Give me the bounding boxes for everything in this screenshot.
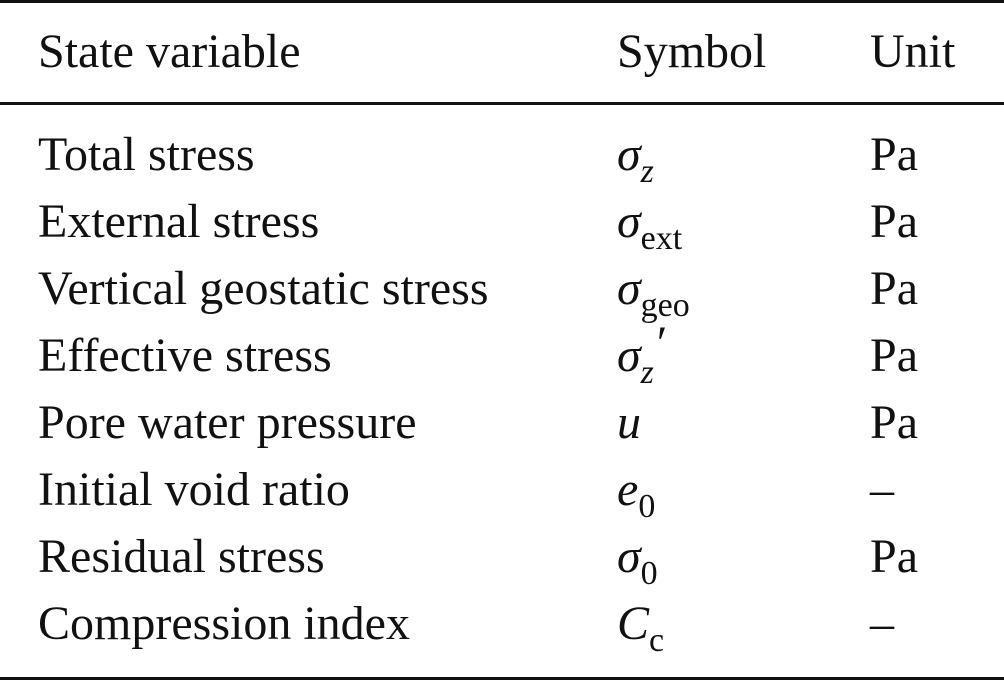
symbol: Cc — [617, 597, 664, 658]
symbol-subscript: geo — [640, 287, 690, 324]
unit: Pa — [870, 530, 918, 583]
unit: Pa — [870, 262, 918, 315]
symbol-subscript: 0 — [638, 488, 656, 525]
row-name: Effective stress — [38, 329, 332, 382]
symbol: σgeo — [617, 262, 690, 323]
symbol-base: u — [617, 396, 641, 449]
symbol: e0 — [617, 463, 655, 524]
row-name: Vertical geostatic stress — [38, 262, 489, 315]
unit: Pa — [870, 195, 918, 248]
symbol-base: σ — [617, 329, 641, 382]
symbol: σz — [617, 128, 654, 189]
bottom-rule — [0, 677, 1004, 680]
row-name: Total stress — [38, 128, 255, 181]
symbol-subscript: 0 — [640, 555, 658, 592]
symbol: σz′ — [617, 320, 664, 390]
row-name: Initial void ratio — [38, 463, 350, 516]
column-header: Unit — [870, 25, 956, 78]
symbol-subscript: z — [640, 153, 654, 190]
row-name: Residual stress — [38, 530, 325, 583]
symbol-base: C — [617, 597, 650, 650]
column-header: Symbol — [617, 25, 767, 78]
unit: Pa — [870, 329, 918, 382]
column-header: State variable — [38, 25, 301, 78]
symbol-base: e — [617, 463, 639, 516]
row-name: External stress — [38, 195, 320, 248]
header-rule — [0, 102, 1004, 105]
row-name: Pore water pressure — [38, 396, 417, 449]
unit: Pa — [870, 128, 918, 181]
symbol-subscript: z — [640, 354, 654, 391]
symbol-subscript: ext — [640, 220, 683, 257]
symbol-base: σ — [617, 530, 641, 583]
symbol: σ0 — [617, 530, 658, 591]
symbol-subscript: c — [649, 622, 665, 659]
row-name: Compression index — [38, 597, 410, 650]
top-rule — [0, 0, 1004, 3]
symbol: u — [617, 399, 641, 447]
unit: – — [870, 463, 894, 516]
unit: Pa — [870, 396, 918, 449]
symbol: σext — [617, 195, 682, 256]
symbol-base: σ — [617, 128, 641, 181]
symbol-base: σ — [617, 195, 641, 248]
symbol-prime: ′ — [653, 317, 665, 370]
unit: – — [870, 597, 894, 650]
symbol-base: σ — [617, 262, 641, 315]
